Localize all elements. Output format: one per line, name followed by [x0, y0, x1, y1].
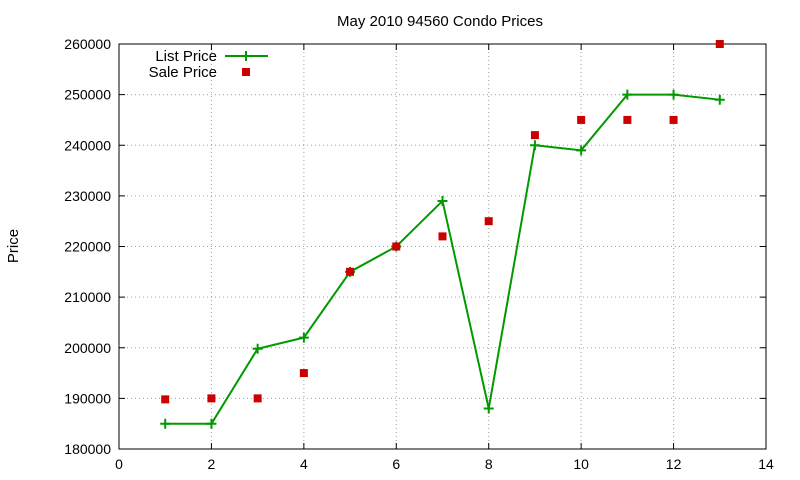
- x-tick-label: 14: [758, 456, 774, 472]
- sale-price-point: [346, 267, 355, 276]
- list-price-point: [529, 140, 540, 151]
- list-price-point: [622, 89, 633, 100]
- legend-label-sale-price: Sale Price: [149, 64, 217, 81]
- x-tick-label: 10: [573, 456, 589, 472]
- x-tick-label: 4: [300, 456, 308, 472]
- axis-ticks: 0 2 4 6 8 10 12 14 180000 190000 200000 210000 22000…: [64, 36, 774, 472]
- sale-price-point: [530, 131, 539, 140]
- list-price-line: [165, 93, 720, 425]
- list-price-point: [714, 94, 725, 105]
- sale-price-point: [299, 369, 308, 378]
- list-price-point: [483, 403, 494, 414]
- sale-price-point: [438, 232, 447, 241]
- sale-price-point: [577, 115, 586, 124]
- y-tick-label: 260000: [64, 36, 111, 52]
- legend: List Price Sale Price: [149, 48, 268, 81]
- y-tick-label: 200000: [64, 340, 111, 356]
- sale-price-point: [715, 40, 724, 48]
- sale-price-point: [253, 394, 262, 403]
- x-tick-label: 0: [115, 456, 123, 472]
- x-tick-label: 8: [485, 456, 493, 472]
- x-tick-label: 12: [666, 456, 682, 472]
- sale-price-point: [392, 242, 401, 251]
- x-tick-label: 2: [208, 456, 216, 472]
- list-price-point: [298, 332, 309, 343]
- grid: [119, 44, 766, 449]
- y-tick-label: 190000: [64, 390, 111, 406]
- legend-marker-sale-price: [242, 68, 250, 76]
- list-price-point: [437, 195, 448, 206]
- chart-title: May 2010 94560 Condo Prices: [337, 13, 543, 30]
- list-price-point: [252, 343, 263, 354]
- list-price-point: [206, 418, 217, 429]
- y-tick-label: 220000: [64, 239, 111, 255]
- y-tick-label: 250000: [64, 87, 111, 103]
- list-price-point: [668, 89, 679, 100]
- sale-price-point: [207, 394, 216, 403]
- list-price-point: [576, 145, 587, 156]
- sale-price-point: [669, 115, 678, 124]
- y-tick-label: 230000: [64, 188, 111, 204]
- y-tick-label: 180000: [64, 441, 111, 457]
- y-axis-label: Price: [5, 229, 22, 263]
- x-tick-label: 6: [392, 456, 400, 472]
- list-price-point: [160, 418, 171, 429]
- y-tick-label: 240000: [64, 137, 111, 153]
- sale-price-point: [484, 217, 493, 226]
- plot-border: [118, 43, 767, 450]
- y-tick-label: 210000: [64, 289, 111, 305]
- sale-price-point: [161, 395, 170, 404]
- sale-price-point: [623, 115, 632, 124]
- legend-marker-list-price: [241, 51, 251, 61]
- legend-label-list-price: List Price: [155, 48, 217, 65]
- series: [160, 40, 725, 429]
